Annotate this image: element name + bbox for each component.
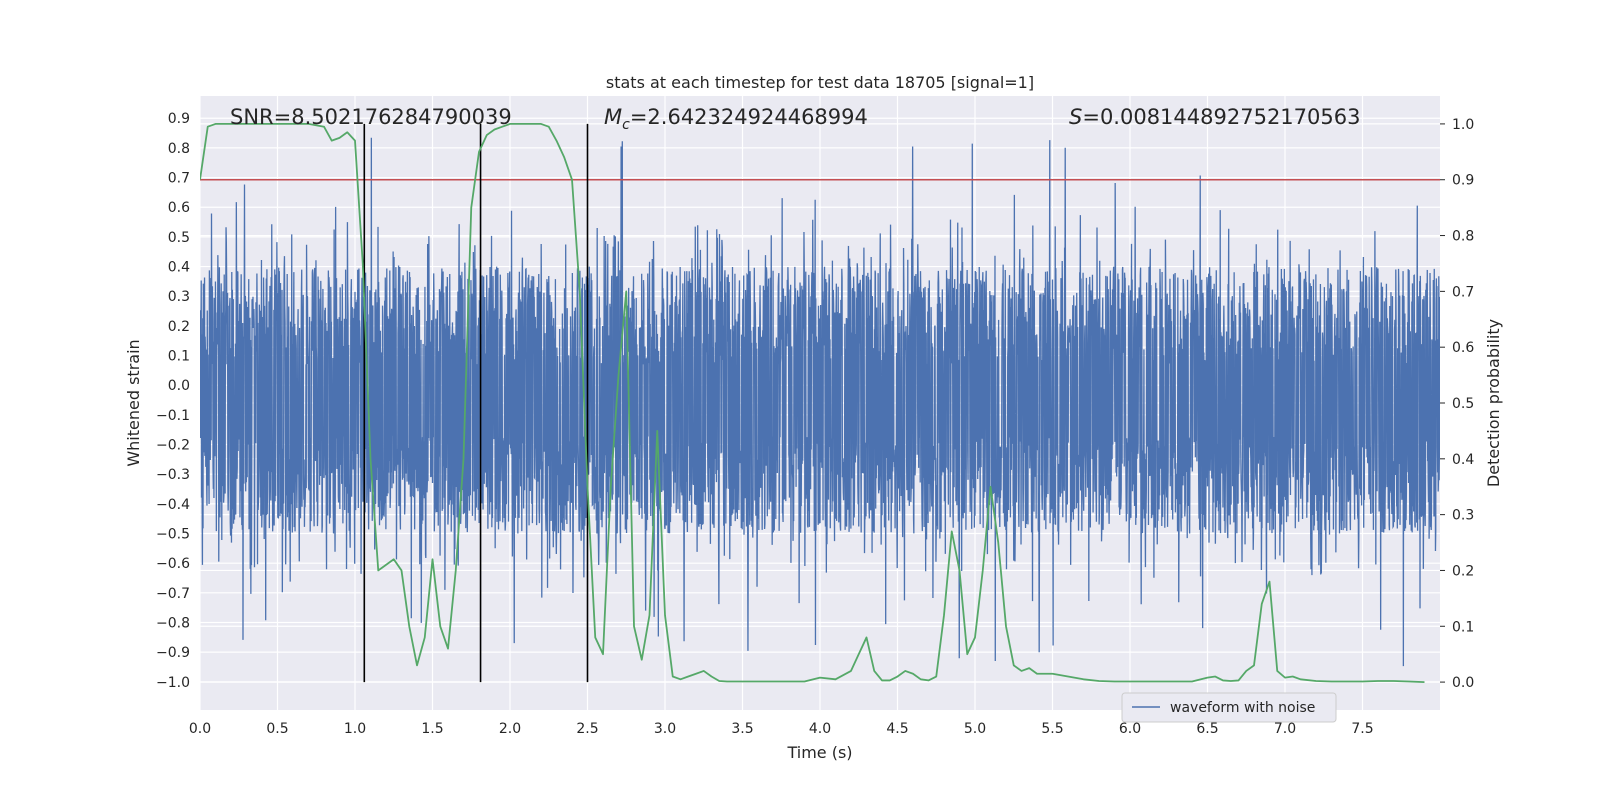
y-axis-ticks: 0.9 0.8 0.7 0.6 0.5 0.4 0.3 0.2 0.1 0.0 −0.1 −0.2 −0… — [156, 111, 190, 691]
y-tick-label: −0.6 — [156, 556, 190, 572]
x-tick-label: 6.0 — [1119, 721, 1141, 737]
y-right-tick-label: 0.4 — [1452, 452, 1474, 468]
y-tick-label: 0.2 — [168, 319, 190, 335]
s-statistic-annotation: S=0.008144892752170563 — [1069, 105, 1360, 129]
y-right-tick-label: 0.6 — [1452, 340, 1474, 356]
x-tick-label: 1.0 — [344, 721, 366, 737]
y-right-tick-label: 0.7 — [1452, 284, 1474, 300]
x-tick-label: 0.5 — [266, 721, 288, 737]
series-waveform-with-noise — [200, 137, 1440, 667]
y-tick-label: −0.3 — [156, 467, 190, 483]
y-tick-label: 0.0 — [168, 378, 190, 394]
vertical-markers — [363, 123, 589, 683]
legend-box — [1121, 692, 1337, 723]
snr-annotation: SNR=8.502176284790039 — [230, 105, 512, 129]
y-tick-label: 0.8 — [168, 141, 190, 157]
y-right-tick-label: 0.8 — [1452, 229, 1474, 245]
y-tick-label: −0.5 — [156, 527, 190, 543]
x-axis-label: Time (s) — [786, 743, 852, 762]
y-tick-label: 0.6 — [168, 200, 190, 216]
legend: waveform with noise — [1121, 692, 1337, 723]
x-tick-label: 7.0 — [1274, 721, 1296, 737]
y-right-axis-label: Detection probability — [1484, 319, 1503, 487]
y-tick-label: 0.1 — [168, 349, 190, 365]
y-tick-label: 0.7 — [168, 171, 190, 187]
y-tick-label: −0.1 — [156, 408, 190, 424]
x-tick-label: 5.5 — [1041, 721, 1063, 737]
y-right-tick-label: 1.0 — [1452, 117, 1474, 133]
y-right-tick-label: 0.3 — [1452, 508, 1474, 524]
y-tick-label: −0.7 — [156, 586, 190, 602]
x-tick-label: 3.0 — [654, 721, 676, 737]
y-tick-label: −0.2 — [156, 438, 190, 454]
x-tick-label: 4.5 — [886, 721, 908, 737]
legend-entry-waveform: waveform with noise — [1170, 700, 1315, 716]
y-right-tick-label: 0.0 — [1452, 675, 1474, 691]
y-right-tick-label: 0.1 — [1452, 619, 1474, 635]
chirp-mass-annotation: Mc=2.642324924468994 — [604, 105, 868, 133]
y-right-tick-label: 0.2 — [1452, 563, 1474, 579]
y-tick-label: 0.4 — [168, 260, 190, 276]
y-tick-label: −0.8 — [156, 615, 190, 631]
y-tick-label: 0.9 — [168, 111, 190, 127]
x-tick-label: 0.0 — [189, 721, 211, 737]
y-right-tick-label: 0.5 — [1452, 396, 1474, 412]
x-tick-label: 1.5 — [421, 721, 443, 737]
y-tick-label: −1.0 — [156, 675, 190, 691]
x-tick-label: 6.5 — [1196, 721, 1218, 737]
y-right-axis-ticks: 1.0 0.9 0.8 0.7 0.6 0.5 0.4 0.3 0.2 0.1 0.0 — [1440, 117, 1474, 691]
x-axis-ticks: 0.0 0.5 1.0 1.5 2.0 2.5 3.0 3.5 4.0 4.5 5.0 5.5 6.0 6… — [189, 721, 1374, 737]
x-tick-label: 4.0 — [809, 721, 831, 737]
x-tick-label: 7.5 — [1351, 721, 1373, 737]
series-detection-probability — [200, 123, 1425, 683]
chart-title: stats at each timestep for test data 187… — [606, 73, 1034, 92]
x-tick-label: 2.5 — [576, 721, 598, 737]
y-tick-label: −0.4 — [156, 497, 190, 513]
x-tick-label: 5.0 — [964, 721, 986, 737]
y-right-tick-label: 0.9 — [1452, 173, 1474, 189]
x-tick-label: 2.0 — [499, 721, 521, 737]
y-tick-label: 0.5 — [168, 230, 190, 246]
y-tick-label: 0.3 — [168, 289, 190, 305]
y-axis-label: Whitened strain — [124, 339, 143, 466]
y-tick-label: −0.9 — [156, 645, 190, 661]
x-tick-label: 3.5 — [731, 721, 753, 737]
